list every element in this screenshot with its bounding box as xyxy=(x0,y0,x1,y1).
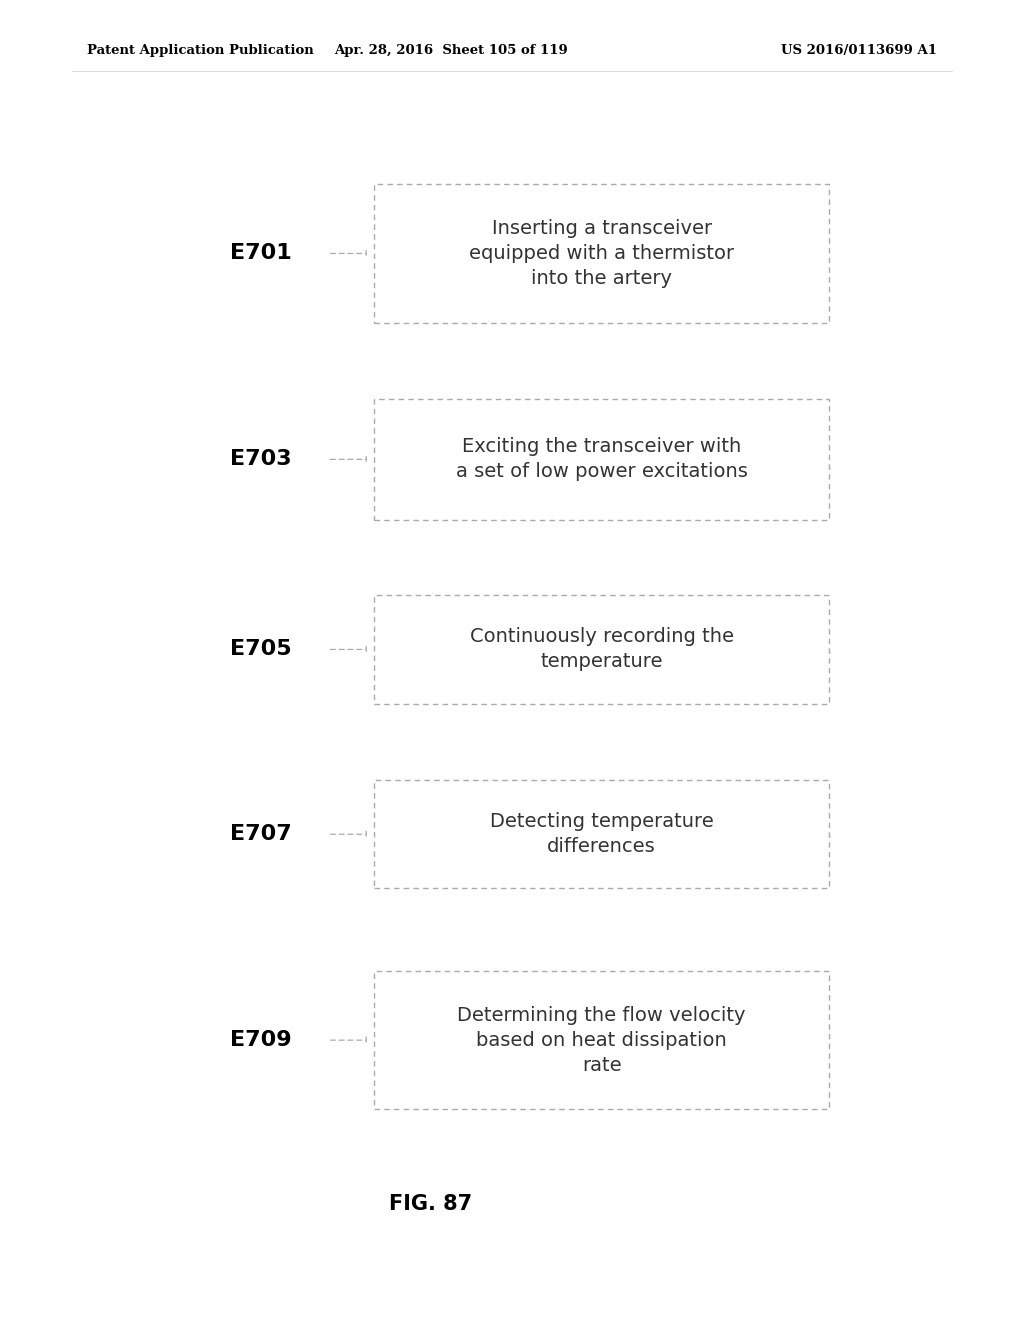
FancyBboxPatch shape xyxy=(374,780,829,888)
Text: E703: E703 xyxy=(230,449,292,470)
Text: E709: E709 xyxy=(230,1030,292,1051)
Text: Determining the flow velocity
based on heat dissipation
rate: Determining the flow velocity based on h… xyxy=(458,1006,745,1074)
FancyBboxPatch shape xyxy=(374,399,829,520)
Text: E707: E707 xyxy=(230,824,292,845)
Text: Patent Application Publication: Patent Application Publication xyxy=(87,45,313,57)
Text: E701: E701 xyxy=(230,243,292,264)
FancyBboxPatch shape xyxy=(374,595,829,704)
Text: Apr. 28, 2016  Sheet 105 of 119: Apr. 28, 2016 Sheet 105 of 119 xyxy=(334,45,567,57)
Text: Detecting temperature
differences: Detecting temperature differences xyxy=(489,812,714,857)
Text: Inserting a transceiver
equipped with a thermistor
into the artery: Inserting a transceiver equipped with a … xyxy=(469,219,734,288)
FancyBboxPatch shape xyxy=(374,183,829,322)
Text: US 2016/0113699 A1: US 2016/0113699 A1 xyxy=(781,45,937,57)
Text: Exciting the transceiver with
a set of low power excitations: Exciting the transceiver with a set of l… xyxy=(456,437,748,482)
Text: FIG. 87: FIG. 87 xyxy=(388,1193,472,1214)
FancyBboxPatch shape xyxy=(374,972,829,1109)
Text: E705: E705 xyxy=(230,639,292,660)
Text: Continuously recording the
temperature: Continuously recording the temperature xyxy=(470,627,733,672)
